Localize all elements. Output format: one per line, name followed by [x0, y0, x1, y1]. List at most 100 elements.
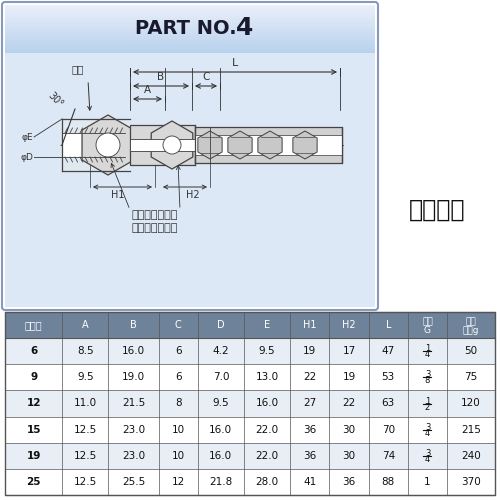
Text: 11.0: 11.0	[74, 398, 97, 408]
Text: 47: 47	[382, 346, 395, 356]
Text: 120: 120	[461, 398, 481, 408]
Text: 1: 1	[424, 477, 431, 487]
Bar	[5, 12, 375, 14]
Bar	[5, 43, 375, 44]
Bar	[5, 16, 375, 17]
Text: C: C	[202, 72, 209, 82]
Text: H1: H1	[111, 190, 124, 200]
Bar	[5, 14, 375, 16]
Bar	[5, 390, 495, 416]
Bar	[5, 20, 375, 22]
Text: 16.0: 16.0	[210, 424, 233, 434]
Text: ねじ: ねじ	[72, 64, 84, 74]
Bar	[5, 44, 375, 46]
Text: H1: H1	[303, 320, 316, 330]
Text: 4: 4	[425, 350, 430, 359]
Text: 10: 10	[172, 424, 184, 434]
Text: 6: 6	[30, 346, 37, 356]
Bar	[5, 32, 375, 34]
Text: 16.0: 16.0	[122, 346, 145, 356]
Polygon shape	[228, 131, 252, 159]
Text: H2: H2	[186, 190, 200, 200]
Text: B: B	[130, 320, 137, 330]
Circle shape	[96, 133, 120, 157]
Text: 重量g: 重量g	[463, 326, 479, 335]
Text: （めすシート）: （めすシート）	[132, 223, 178, 233]
Text: 75: 75	[464, 372, 477, 382]
Bar	[130, 139, 195, 151]
Bar	[5, 34, 375, 35]
Text: L: L	[386, 320, 391, 330]
Text: PART NO.: PART NO.	[135, 18, 237, 38]
Polygon shape	[198, 131, 222, 159]
Text: 50: 50	[464, 346, 477, 356]
Text: 22: 22	[342, 398, 355, 408]
Text: 25.5: 25.5	[122, 477, 145, 487]
Bar	[5, 27, 375, 28]
Text: 6: 6	[175, 372, 182, 382]
Text: 36: 36	[342, 477, 355, 487]
Bar	[5, 8, 375, 9]
Bar	[5, 35, 375, 36]
Bar	[5, 28, 375, 30]
Bar	[5, 51, 375, 52]
Bar	[5, 26, 375, 28]
Text: 12.5: 12.5	[74, 424, 97, 434]
Text: 3: 3	[425, 370, 430, 380]
Text: 30: 30	[342, 451, 355, 461]
Text: 21.5: 21.5	[122, 398, 145, 408]
Text: 12.5: 12.5	[74, 477, 97, 487]
Text: 19: 19	[26, 451, 41, 461]
Text: 4: 4	[236, 16, 254, 40]
Bar	[5, 12, 375, 13]
Text: G: G	[424, 326, 431, 335]
Bar	[5, 4, 375, 6]
Bar	[5, 46, 375, 48]
Text: サイズ: サイズ	[25, 320, 42, 330]
Text: 16.0: 16.0	[210, 451, 233, 461]
Bar	[5, 48, 375, 50]
Text: 4: 4	[425, 428, 430, 438]
Bar	[5, 32, 375, 33]
Bar	[5, 31, 375, 32]
Text: A: A	[82, 320, 88, 330]
Text: 63: 63	[382, 398, 395, 408]
Text: E: E	[264, 320, 270, 330]
Bar	[5, 22, 375, 24]
Text: 30: 30	[342, 424, 355, 434]
Bar	[5, 7, 375, 8]
Bar	[5, 312, 495, 338]
Bar	[5, 416, 495, 442]
Text: 88: 88	[382, 477, 395, 487]
Text: 22.0: 22.0	[256, 451, 278, 461]
Text: 12.5: 12.5	[74, 451, 97, 461]
Text: A: A	[144, 85, 151, 95]
Text: 36: 36	[304, 451, 316, 461]
Text: 9.5: 9.5	[259, 346, 276, 356]
Bar	[5, 24, 375, 25]
Text: H2: H2	[342, 320, 356, 330]
Text: 23.0: 23.0	[122, 451, 145, 461]
Bar	[5, 24, 375, 26]
Bar	[5, 10, 375, 12]
Bar	[5, 18, 375, 20]
Bar	[5, 364, 495, 390]
Polygon shape	[293, 131, 317, 159]
Text: ねじ: ねじ	[422, 318, 433, 326]
Text: 9.5: 9.5	[212, 398, 229, 408]
Text: B: B	[158, 72, 164, 82]
Bar	[5, 42, 375, 43]
Text: 15: 15	[26, 424, 41, 434]
Bar	[5, 38, 375, 40]
Text: 2: 2	[425, 402, 430, 411]
Text: 10: 10	[172, 451, 184, 461]
Text: 3: 3	[425, 422, 430, 432]
Text: 36: 36	[304, 424, 316, 434]
Polygon shape	[258, 131, 282, 159]
Bar	[5, 6, 375, 8]
Bar	[5, 50, 375, 51]
Text: 1: 1	[425, 344, 430, 353]
Bar	[5, 47, 375, 48]
Text: 16.0: 16.0	[256, 398, 278, 408]
Text: 17: 17	[342, 346, 355, 356]
